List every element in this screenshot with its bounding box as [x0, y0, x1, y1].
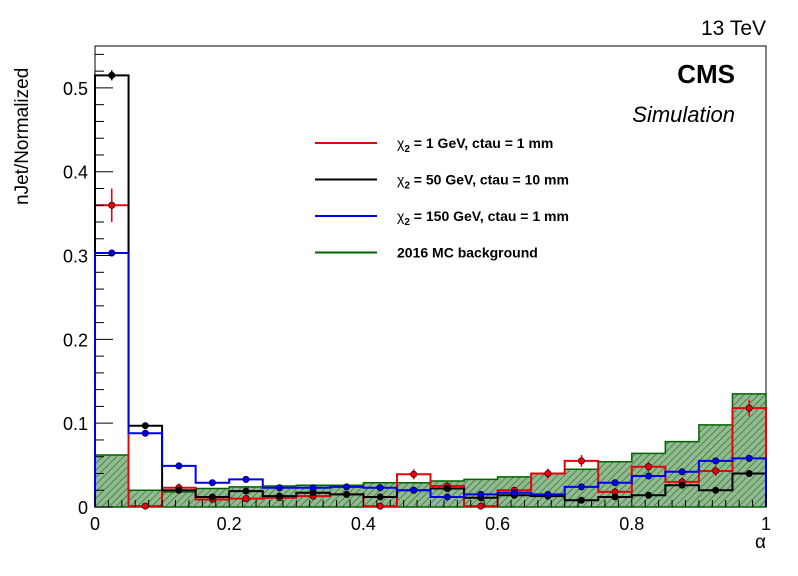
x-tick-label: 0	[90, 514, 100, 534]
series-2-point	[376, 484, 384, 492]
y-axis-label: nJet/Normalized	[12, 68, 33, 205]
series-1-point	[745, 469, 753, 477]
series-2-point	[141, 429, 149, 437]
legend-label-1: χ2 = 50 GeV, ctau = 10 mm	[397, 172, 569, 192]
series-2-point	[510, 489, 518, 497]
series-0-point	[712, 467, 720, 475]
y-tick-label: 0.3	[63, 247, 88, 267]
y-tick-label: 0	[78, 498, 88, 518]
series-1-point	[611, 493, 619, 501]
series-0-point	[544, 469, 552, 477]
series-2-point	[544, 490, 552, 498]
series-1-point	[443, 485, 451, 493]
y-tick-label: 0.5	[63, 79, 88, 99]
series-2-point	[477, 490, 485, 498]
energy-label: 13 TeV	[701, 17, 766, 40]
series-0-point	[577, 457, 585, 465]
simulation-label: Simulation	[632, 102, 735, 127]
series-1-point	[175, 486, 183, 494]
series-1-point	[376, 493, 384, 501]
x-tick-label: 0.8	[619, 514, 644, 534]
series-2-point	[276, 484, 284, 492]
series-0-point	[141, 502, 149, 510]
series-0-point	[108, 201, 116, 209]
series-1-point	[276, 492, 284, 500]
legend-label-3: 2016 MC background	[397, 245, 538, 261]
series-2-point	[712, 457, 720, 465]
series-1-point	[577, 496, 585, 504]
series-2-point	[577, 483, 585, 491]
legend: χ2 = 1 GeV, ctau = 1 mm χ2 = 50 GeV, ctau…	[315, 135, 569, 261]
series-2-point	[745, 454, 753, 462]
series-1-point	[343, 490, 351, 498]
y-tick-label: 0.1	[63, 414, 88, 434]
series-2-point	[309, 484, 317, 492]
legend-label-0: χ2 = 1 GeV, ctau = 1 mm	[397, 135, 553, 155]
y-tick-label: 0.2	[63, 330, 88, 350]
plot-frame	[94, 45, 767, 508]
series-0-point	[477, 502, 485, 510]
series-1-point	[141, 422, 149, 430]
series-2-step-line	[94, 252, 767, 507]
series-2-point	[645, 472, 653, 480]
series-0-point	[376, 502, 384, 510]
series-2-point	[443, 493, 451, 501]
x-tick-label: 0.4	[351, 514, 376, 534]
axes: 0 0.1 0.2 0.3 0.4 0.5 0 0.2 0.4 0.6 0.8 1	[63, 53, 771, 534]
series-0-point	[645, 463, 653, 471]
series-2-point	[611, 479, 619, 487]
y-tick-label: 0.4	[63, 163, 88, 183]
series-1-point	[108, 71, 116, 79]
signal-histograms	[94, 70, 767, 510]
series-2-point	[175, 462, 183, 470]
series-2-point	[343, 483, 351, 491]
series-2-point	[242, 475, 250, 483]
series-2-point	[108, 249, 116, 257]
series-2-point	[208, 479, 216, 487]
series-0-point	[745, 404, 753, 412]
x-tick-label: 1	[761, 514, 771, 534]
series-0-point	[410, 470, 418, 478]
series-2	[94, 249, 767, 507]
series-1-point	[678, 481, 686, 489]
x-tick-label: 0.2	[217, 514, 242, 534]
x-tick-label: 0.6	[485, 514, 510, 534]
series-0-point	[242, 495, 250, 503]
series-1-point	[242, 487, 250, 495]
legend-label-2: χ2 = 150 GeV, ctau = 1 mm	[397, 208, 569, 228]
series-2-point	[678, 468, 686, 476]
series-1-point	[645, 491, 653, 499]
series-2-point	[410, 486, 418, 494]
series-1-point	[208, 493, 216, 501]
cms-label: CMS	[677, 59, 735, 89]
x-axis-label: α	[755, 532, 766, 553]
series-1-point	[712, 486, 720, 494]
